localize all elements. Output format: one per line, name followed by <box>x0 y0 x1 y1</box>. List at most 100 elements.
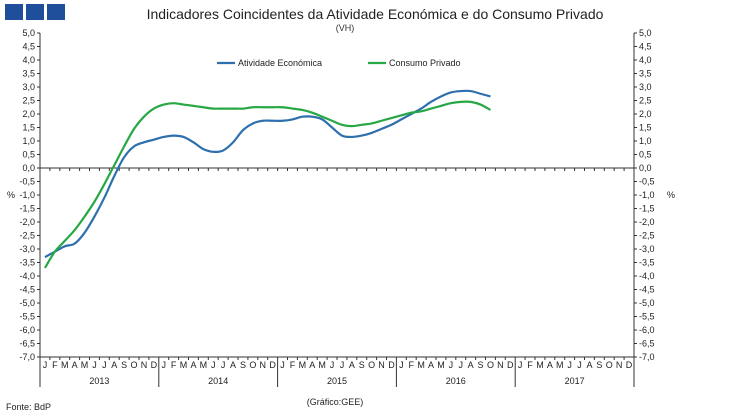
y-tick-label-left: -1,0 <box>19 190 35 200</box>
x-year-label: 2015 <box>327 376 347 386</box>
x-month-label: S <box>121 360 127 370</box>
x-month-label: D <box>507 360 514 370</box>
legend-label-consumo: Consumo Privado <box>389 58 461 68</box>
logo-block-2 <box>26 4 44 20</box>
y-tick-label-right: 1,0 <box>639 136 652 146</box>
y-tick-label-right: -7,0 <box>639 352 655 362</box>
y-tick-label-right: 4,0 <box>639 55 652 65</box>
y-tick-label-left: -6,5 <box>19 339 35 349</box>
series-line-consumo <box>44 100 491 269</box>
x-month-label: M <box>180 360 188 370</box>
x-month-label: A <box>428 360 434 370</box>
y-tick-label-left: -4,0 <box>19 271 35 281</box>
y-axis-label-right: % <box>667 190 675 200</box>
x-month-label: A <box>349 360 355 370</box>
x-month-label: J <box>459 360 464 370</box>
x-month-label: J <box>92 360 97 370</box>
y-axis-label-left: % <box>7 190 15 200</box>
x-month-label: J <box>577 360 582 370</box>
y-tick-label-right: -0,5 <box>639 177 655 187</box>
x-month-label: J <box>221 360 226 370</box>
x-month-label: A <box>230 360 236 370</box>
y-tick-label-left: 0,5 <box>22 150 35 160</box>
x-month-label: A <box>547 360 553 370</box>
y-tick-label-right: 4,5 <box>639 42 652 52</box>
x-month-label: A <box>72 360 78 370</box>
x-month-label: O <box>249 360 256 370</box>
x-month-label: J <box>449 360 454 370</box>
x-month-label: J <box>162 360 167 370</box>
y-tick-label-left: -5,0 <box>19 298 35 308</box>
logo <box>5 4 65 20</box>
series-line-atividade <box>44 89 491 259</box>
y-tick-label-left: 1,5 <box>22 123 35 133</box>
x-year-label: 2013 <box>89 376 109 386</box>
x-month-label: F <box>52 360 58 370</box>
y-tick-label-left: 1,0 <box>22 136 35 146</box>
x-month-label: D <box>269 360 276 370</box>
chart-title: Indicadores Coincidentes da Atividade Ec… <box>146 6 604 22</box>
y-tick-label-left: 3,0 <box>22 82 35 92</box>
y-tick-label-right: -6,0 <box>639 325 655 335</box>
legend-label-atividade: Atividade Económica <box>238 58 322 68</box>
x-month-label: M <box>536 360 544 370</box>
x-month-label: O <box>368 360 375 370</box>
y-tick-label-right: -4,5 <box>639 285 655 295</box>
x-month-label: S <box>596 360 602 370</box>
source-note: Fonte: BdP <box>6 402 52 412</box>
x-month-label: J <box>330 360 335 370</box>
y-tick-label-right: 3,5 <box>639 69 652 79</box>
y-tick-label-right: 1,5 <box>639 123 652 133</box>
x-month-label: J <box>340 360 345 370</box>
x-month-label: J <box>211 360 216 370</box>
x-month-label: A <box>468 360 474 370</box>
x-month-label: J <box>43 360 48 370</box>
x-month-label: D <box>151 360 158 370</box>
x-month-label: O <box>131 360 138 370</box>
x-month-label: A <box>190 360 196 370</box>
x-month-label: M <box>437 360 445 370</box>
x-month-label: N <box>378 360 385 370</box>
y-tick-label-left: -2,5 <box>19 231 35 241</box>
y-tick-label-left: -6,0 <box>19 325 35 335</box>
y-tick-label-left: 4,5 <box>22 42 35 52</box>
x-month-label: A <box>309 360 315 370</box>
y-tick-label-right: 3,0 <box>639 82 652 92</box>
x-month-label: S <box>478 360 484 370</box>
y-tick-label-left: 2,0 <box>22 109 35 119</box>
x-month-label: M <box>417 360 425 370</box>
x-year-label: 2016 <box>446 376 466 386</box>
x-month-label: M <box>556 360 564 370</box>
y-tick-label-right: 0,0 <box>639 163 652 173</box>
x-month-label: F <box>290 360 296 370</box>
x-month-label: J <box>518 360 523 370</box>
y-tick-label-right: -1,5 <box>639 204 655 214</box>
y-tick-label-left: 5,0 <box>22 28 35 38</box>
x-month-label: A <box>586 360 592 370</box>
x-month-label: O <box>606 360 613 370</box>
y-tick-label-right: -6,5 <box>639 339 655 349</box>
x-month-label: N <box>141 360 148 370</box>
y-tick-label-right: -5,5 <box>639 312 655 322</box>
x-month-label: N <box>497 360 504 370</box>
y-tick-label-left: 3,5 <box>22 69 35 79</box>
x-month-label: S <box>240 360 246 370</box>
y-tick-label-right: -2,0 <box>639 217 655 227</box>
y-tick-label-left: -4,5 <box>19 285 35 295</box>
y-tick-label-right: -5,0 <box>639 298 655 308</box>
y-tick-label-left: -3,0 <box>19 244 35 254</box>
y-tick-label-right: -3,5 <box>639 258 655 268</box>
chart-subtitle: (VH) <box>335 23 355 33</box>
y-tick-label-right: -1,0 <box>639 190 655 200</box>
x-year-label: 2014 <box>208 376 228 386</box>
y-tick-label-left: -3,5 <box>19 258 35 268</box>
y-tick-label-right: -3,0 <box>639 244 655 254</box>
y-tick-label-left: 4,0 <box>22 55 35 65</box>
x-month-label: D <box>388 360 395 370</box>
x-month-label: M <box>318 360 326 370</box>
y-tick-label-right: 0,5 <box>639 150 652 160</box>
x-month-label: M <box>200 360 208 370</box>
x-month-label: J <box>102 360 107 370</box>
x-month-label: F <box>409 360 415 370</box>
